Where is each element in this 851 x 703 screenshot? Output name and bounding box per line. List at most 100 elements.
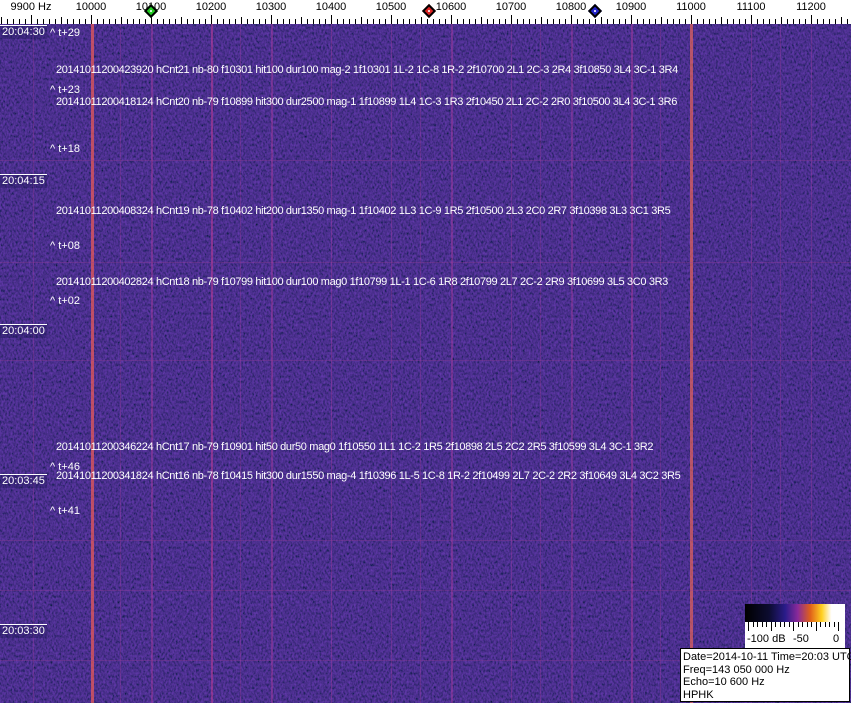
ruler-tick (193, 19, 194, 24)
ruler-tick (331, 15, 332, 24)
interference-line (0, 660, 851, 661)
spectral-line (811, 24, 812, 703)
ruler-tick (445, 19, 446, 24)
ruler-tick (343, 19, 344, 24)
ruler-tick (727, 19, 728, 24)
ruler-tick (631, 15, 632, 24)
offset-label: ^ t+29 (50, 27, 80, 39)
ruler-tick (19, 19, 20, 24)
spectral-line (540, 24, 541, 703)
ruler-tick (169, 19, 170, 24)
ruler-tick (655, 19, 656, 24)
frequency-ruler[interactable]: 9900 Hz 10000 10100 10200 10300 10400 10… (0, 0, 851, 24)
ruler-tick (349, 19, 350, 24)
ruler-tick (289, 19, 290, 24)
ruler-tick (685, 19, 686, 24)
ruler-tick (715, 19, 716, 24)
ruler-tick (325, 19, 326, 24)
ruler-tick (181, 17, 182, 24)
ruler-tick (541, 17, 542, 24)
ruler-tick (499, 19, 500, 24)
interference-line (0, 540, 851, 541)
ruler-tick (379, 19, 380, 24)
ruler-tick (391, 15, 392, 24)
waterfall-spectrogram[interactable]: 20:04:30 20:04:15 20:04:00 20:03:45 20:0… (0, 24, 851, 703)
echo-frequency: Echo=10 600 Hz (683, 676, 765, 688)
ruler-tick (811, 15, 812, 24)
ruler-tick (757, 19, 758, 24)
ruler-tick (769, 19, 770, 24)
freq-label: 10700 (495, 1, 527, 13)
ruler-tick (259, 19, 260, 24)
ruler-tick (835, 19, 836, 24)
ruler-tick (55, 19, 56, 24)
interference-line (0, 160, 851, 161)
spectral-line (33, 24, 34, 703)
ruler-tick (409, 19, 410, 24)
scale-tick (770, 622, 772, 631)
ruler-tick (583, 19, 584, 24)
offset-label: ^ t+08 (50, 240, 80, 252)
scale-tick (788, 622, 790, 627)
spectral-line (511, 24, 512, 703)
spectral-line (660, 24, 661, 703)
ruler-tick (25, 19, 26, 24)
scale-tick (748, 622, 749, 631)
ruler-tick (61, 17, 62, 24)
ruler-tick (415, 19, 416, 24)
ruler-tick (97, 19, 98, 24)
freq-label: 10400 (315, 1, 347, 13)
color-scale: -100 dB -50 0 (745, 604, 845, 648)
ruler-tick (115, 19, 116, 24)
ruler-tick (175, 19, 176, 24)
freq-label: 10500 (375, 1, 407, 13)
ruler-tick (739, 19, 740, 24)
ruler-tick (517, 19, 518, 24)
ruler-tick (589, 19, 590, 24)
offset-label: ^ t+46 (50, 461, 80, 473)
decode-line: 20141011200418124 hCnt20 nb-79 f10899 hi… (56, 96, 678, 108)
decode-line: 20141011200402824 hCnt18 nb-79 f10799 hi… (56, 276, 668, 288)
scale-tick (833, 622, 835, 627)
scale-tick (784, 622, 785, 627)
scale-tick (757, 622, 758, 627)
scale-tick (752, 622, 754, 627)
ruler-tick (313, 19, 314, 24)
decode-line: 20141011200408324 hCnt19 nb-78 f10402 hi… (56, 205, 671, 217)
ruler-tick (103, 19, 104, 24)
ruler-tick (373, 19, 374, 24)
ruler-tick (337, 19, 338, 24)
scale-tick (824, 622, 826, 627)
blue-marker-icon[interactable] (587, 3, 603, 19)
ruler-tick (619, 19, 620, 24)
ruler-tick (799, 19, 800, 24)
spectral-line (240, 24, 241, 703)
ruler-tick (7, 19, 8, 24)
ruler-tick (439, 19, 440, 24)
date-time: Date=2014-10-11 Time=20:03 UTC (683, 651, 851, 663)
ruler-tick (211, 15, 212, 24)
ruler-tick (1, 17, 2, 24)
spectral-line (331, 24, 332, 703)
ruler-tick (223, 19, 224, 24)
noise-texture (0, 24, 851, 703)
ruler-tick (13, 19, 14, 24)
offset-label: ^ t+23 (50, 84, 80, 96)
ruler-tick (397, 19, 398, 24)
ruler-tick (613, 19, 614, 24)
interference-line (0, 262, 851, 263)
ruler-tick (427, 19, 428, 24)
ruler-tick (709, 19, 710, 24)
spectral-line (751, 24, 752, 703)
ruler-tick (385, 19, 386, 24)
decode-line: 20141011200346224 hCnt17 nb-79 f10901 hi… (56, 441, 654, 453)
freq-label: 11200 (796, 1, 826, 13)
ruler-tick (487, 19, 488, 24)
ruler-tick (475, 19, 476, 24)
ruler-tick (361, 17, 362, 24)
ruler-tick (805, 19, 806, 24)
ruler-tick (643, 19, 644, 24)
red-marker-icon[interactable] (421, 3, 436, 19)
ruler-tick (31, 15, 32, 24)
scale-tick (793, 622, 794, 631)
